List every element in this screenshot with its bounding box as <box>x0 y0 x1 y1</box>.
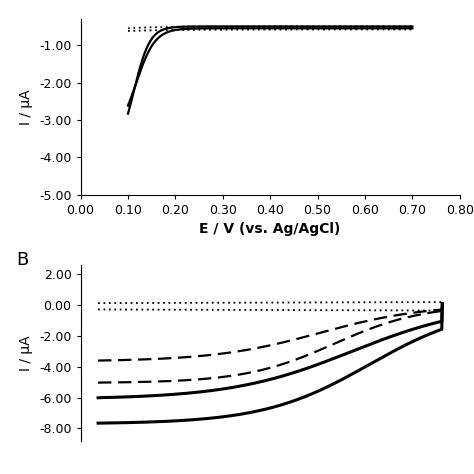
Y-axis label: I / μA: I / μA <box>19 89 34 125</box>
Y-axis label: I / μA: I / μA <box>19 335 34 371</box>
X-axis label: E / V (vs. Ag/AgCl): E / V (vs. Ag/AgCl) <box>200 222 341 237</box>
Text: B: B <box>16 251 28 269</box>
